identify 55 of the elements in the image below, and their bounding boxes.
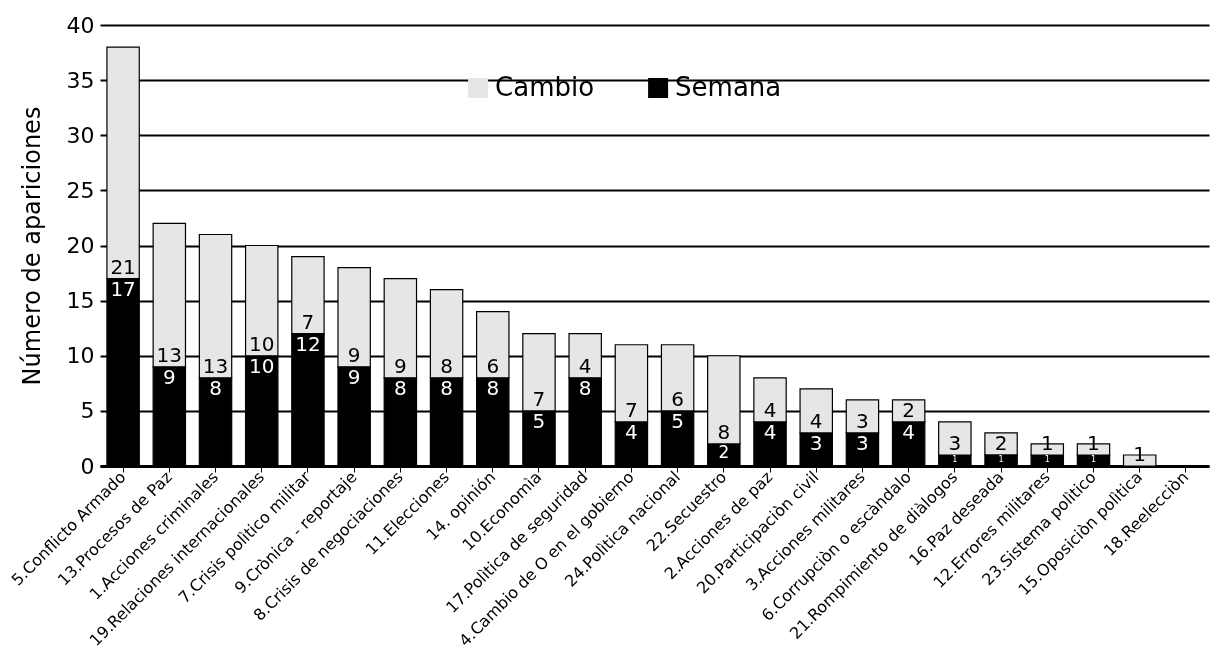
- data-label: 1: [952, 454, 958, 464]
- data-label: 6: [486, 353, 500, 378]
- data-label: 3: [856, 408, 869, 433]
- y-tick-label: 25: [66, 177, 95, 203]
- data-label: 1: [1044, 454, 1050, 464]
- data-label: 8: [486, 375, 500, 400]
- data-label: 7: [625, 397, 638, 422]
- y-tick-label: 10: [66, 343, 95, 369]
- data-label: 5: [671, 408, 684, 433]
- data-label: 3: [856, 430, 869, 455]
- y-tick-label: 30: [66, 122, 95, 148]
- y-axis-title: Número de apariciones: [17, 106, 46, 386]
- data-label: 8: [209, 375, 222, 400]
- data-label: 13: [202, 353, 229, 378]
- data-label: 13: [156, 342, 183, 367]
- data-label: 17: [110, 276, 136, 301]
- data-label: 12: [295, 331, 321, 356]
- data-label: 8: [440, 353, 453, 378]
- data-label: 1: [1090, 454, 1097, 464]
- data-label: 9: [162, 364, 176, 389]
- data-label: 10: [249, 353, 275, 378]
- data-label: 4: [578, 353, 592, 378]
- data-label: 7: [301, 309, 315, 334]
- y-tick-label: 0: [80, 453, 95, 479]
- data-label: 7: [532, 386, 546, 411]
- y-tick-label: 5: [80, 398, 95, 424]
- data-label: 4: [625, 419, 638, 444]
- data-label: 2: [994, 430, 1008, 455]
- data-label: 3: [948, 430, 962, 455]
- data-label: 4: [763, 397, 777, 422]
- data-label: 3: [809, 430, 823, 455]
- data-label: 8: [578, 375, 592, 400]
- data-label: 10: [249, 331, 275, 356]
- data-label: 1: [998, 454, 1004, 464]
- data-label: 8: [717, 419, 731, 444]
- data-label: 4: [763, 419, 777, 444]
- y-tick-label: 35: [66, 67, 95, 93]
- data-label: 9: [393, 353, 407, 378]
- legend-label: Cambio: [495, 72, 595, 102]
- legend-label: Semana: [675, 72, 782, 102]
- y-tick-label: 15: [66, 288, 95, 314]
- data-label: 9: [347, 342, 361, 367]
- data-label: 2: [718, 441, 730, 462]
- data-label: 6: [671, 386, 684, 411]
- data-label: 8: [440, 375, 453, 400]
- data-label: 21: [110, 254, 136, 279]
- data-label: 4: [902, 419, 916, 444]
- data-label: 2: [902, 397, 916, 422]
- data-label: 4: [809, 408, 823, 433]
- data-label: 9: [347, 364, 361, 389]
- data-label: 5: [532, 408, 546, 433]
- data-label: 8: [393, 375, 407, 400]
- data-label: 1: [1133, 442, 1147, 466]
- y-tick-label: 40: [66, 12, 95, 38]
- y-tick-label: 20: [66, 233, 95, 258]
